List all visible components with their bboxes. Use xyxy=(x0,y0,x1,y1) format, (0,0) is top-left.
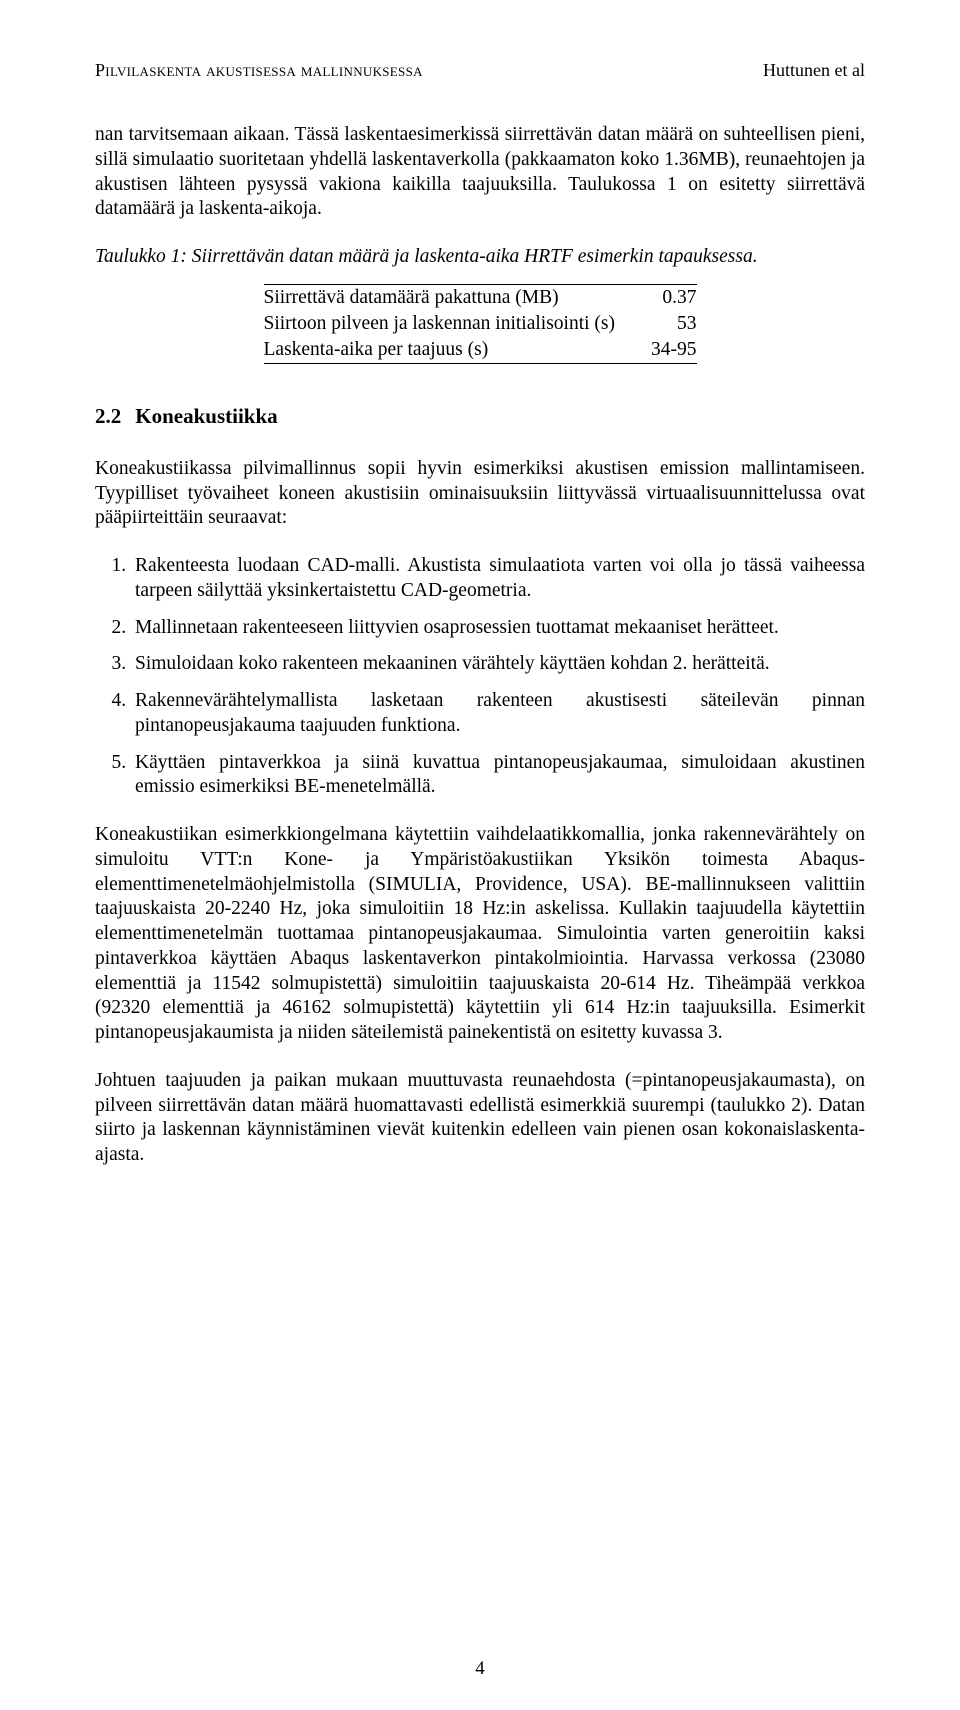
paragraph: Koneakustiikassa pilvimallinnus sopii hy… xyxy=(95,457,865,531)
paragraph-continuation: nan tarvitsemaan aikaan. Tässä laskentae… xyxy=(95,123,865,222)
numbered-list: Rakenteesta luodaan CAD-malli. Akustista… xyxy=(95,554,865,800)
table-1-wrap: Siirrettävä datamäärä pakattuna (MB) 0.3… xyxy=(95,284,865,364)
table-cell-label: Siirrettävä datamäärä pakattuna (MB) xyxy=(264,284,634,311)
list-item: Rakenteesta luodaan CAD-malli. Akustista… xyxy=(131,554,865,604)
table-1: Siirrettävä datamäärä pakattuna (MB) 0.3… xyxy=(264,284,697,364)
running-header: Pilvilaskenta akustisessa mallinnuksessa… xyxy=(95,60,865,81)
subsection-number: 2.2 xyxy=(95,404,121,429)
table-row: Siirrettävä datamäärä pakattuna (MB) 0.3… xyxy=(264,284,697,311)
table-row: Siirtoon pilveen ja laskennan initialiso… xyxy=(264,311,697,337)
table-row: Laskenta-aika per taajuus (s) 34-95 xyxy=(264,337,697,364)
list-item: Mallinnetaan rakenteeseen liittyvien osa… xyxy=(131,616,865,641)
table-cell-value: 53 xyxy=(633,311,697,337)
subsection-heading: 2.2 Koneakustiikka xyxy=(95,404,865,429)
page: Pilvilaskenta akustisessa mallinnuksessa… xyxy=(0,0,960,1710)
subsection-title: Koneakustiikka xyxy=(135,404,277,428)
table-cell-value: 34-95 xyxy=(633,337,697,364)
table-cell-label: Siirtoon pilveen ja laskennan initialiso… xyxy=(264,311,634,337)
paragraph: Koneakustiikan esimerkkiongelmana käytet… xyxy=(95,823,865,1046)
paragraph: Johtuen taajuuden ja paikan mukaan muutt… xyxy=(95,1069,865,1168)
table-cell-label: Laskenta-aika per taajuus (s) xyxy=(264,337,634,364)
table-1-caption: Taulukko 1: Siirrettävän datan määrä ja … xyxy=(95,245,865,270)
list-item: Simuloidaan koko rakenteen mekaaninen vä… xyxy=(131,652,865,677)
table-cell-value: 0.37 xyxy=(633,284,697,311)
list-item: Käyttäen pintaverkkoa ja siinä kuvattua … xyxy=(131,751,865,801)
list-item: Rakennevärähtelymallista lasketaan raken… xyxy=(131,689,865,739)
header-right: Huttunen et al xyxy=(763,60,865,81)
header-left: Pilvilaskenta akustisessa mallinnuksessa xyxy=(95,60,423,81)
page-number: 4 xyxy=(0,1658,960,1680)
